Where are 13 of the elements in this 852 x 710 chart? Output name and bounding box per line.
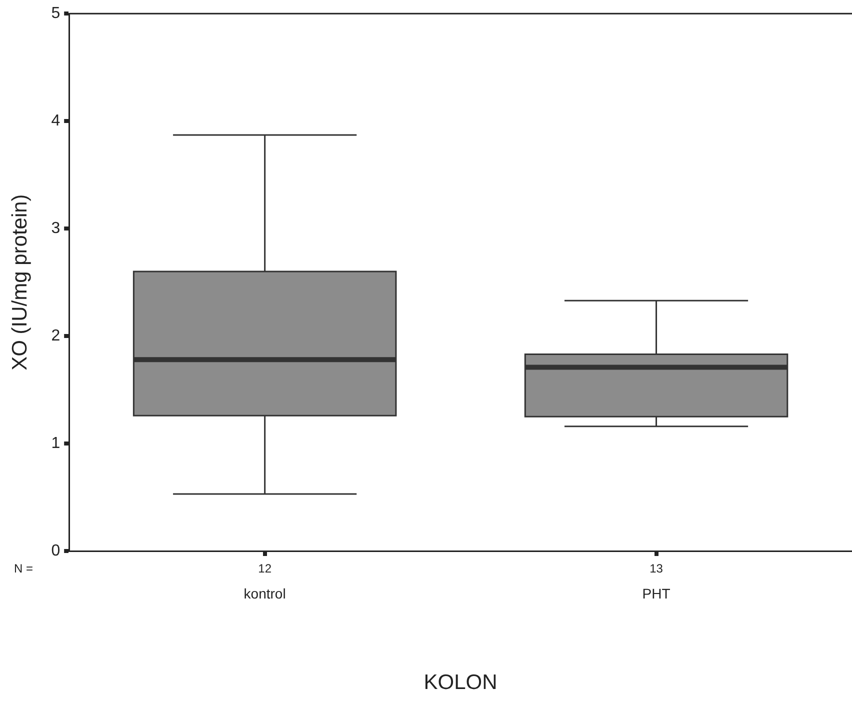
y-tick-label: 2 (51, 327, 60, 344)
y-tick-label: 3 (51, 220, 60, 237)
y-tick-label: 0 (51, 542, 60, 560)
y-tick-label: 4 (51, 112, 60, 130)
x-axis-title: KOLON (424, 671, 498, 694)
x-tick-label: kontrol (244, 585, 286, 602)
y-axis-title: XO (IU/mg protein) (8, 194, 32, 370)
y-tick-label: 5 (51, 5, 60, 22)
text: 12 (258, 561, 272, 576)
text: 13 (650, 561, 664, 576)
x-tick-label: PHT (642, 585, 671, 602)
text: N = (14, 561, 34, 576)
y-tick-label: 1 (51, 434, 60, 452)
